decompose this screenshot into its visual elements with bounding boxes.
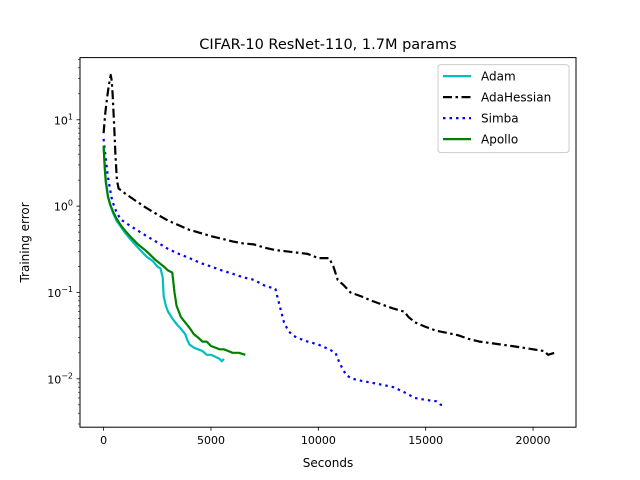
x-tick-label: 10000 [301, 434, 336, 447]
x-tick: 20000 [516, 427, 551, 447]
y-tick-label: 100 [54, 199, 73, 214]
series-line-simba [102, 138, 445, 406]
y-tick: 101 [54, 112, 80, 127]
legend-label: Adam [481, 70, 516, 84]
y-tick-label: 101 [54, 112, 73, 127]
x-tick: 5000 [197, 427, 225, 447]
y-tick: 10−2 [47, 371, 80, 386]
y-axis-label: Training error [18, 202, 32, 283]
legend-item-adahessian: AdaHessian [443, 91, 551, 105]
legend-label: AdaHessian [481, 91, 551, 105]
x-tick: 15000 [408, 427, 443, 447]
legend-item-apollo: Apollo [443, 133, 518, 147]
y-tick: 10−1 [47, 285, 80, 300]
plot-frame [79, 57, 577, 428]
legend-item-adam: Adam [443, 70, 516, 84]
series-layer [102, 73, 555, 406]
legend-item-simba: Simba [443, 112, 519, 126]
y-tick-label: 10−1 [47, 285, 73, 300]
y-axis: 10−2 10−1 100 101 [47, 59, 80, 425]
x-tick-label: 5000 [197, 434, 225, 447]
y-tick: 100 [54, 199, 80, 214]
x-tick-label: 20000 [516, 434, 551, 447]
series-line-apollo [102, 145, 246, 356]
x-tick-label: 15000 [408, 434, 443, 447]
x-tick: 10000 [301, 427, 336, 447]
x-axis: 0 5000 10000 15000 20000 [100, 427, 551, 447]
x-axis-label: Seconds [303, 456, 353, 470]
legend-label: Apollo [481, 133, 518, 147]
series-line-adahessian [102, 73, 555, 356]
x-tick-label: 0 [100, 434, 107, 447]
legend: Adam AdaHessian Simba Apollo [437, 64, 570, 154]
x-tick: 0 [100, 427, 107, 447]
y-tick-label: 10−2 [47, 371, 73, 386]
legend-box [437, 64, 570, 154]
chart-title: CIFAR-10 ResNet-110, 1.7M params [199, 37, 456, 53]
legend-label: Simba [481, 112, 519, 126]
